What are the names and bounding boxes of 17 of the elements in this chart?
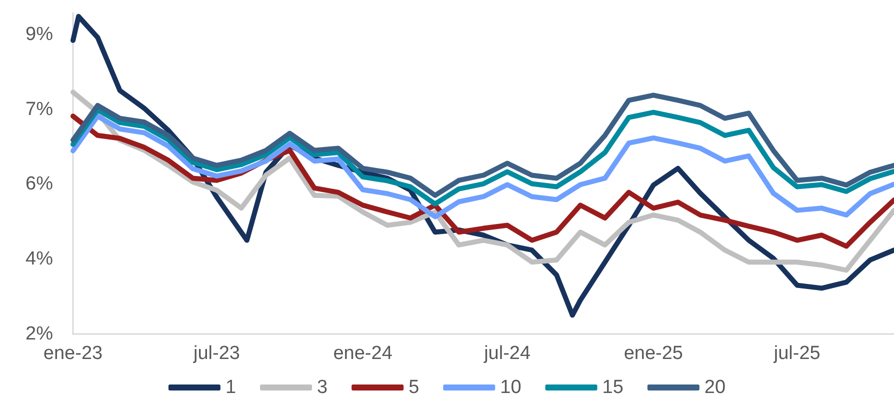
y-tick-label: 7% bbox=[26, 98, 54, 120]
legend-label: 3 bbox=[317, 377, 328, 398]
x-tick-label: ene-24 bbox=[333, 343, 393, 364]
legend-label: 10 bbox=[500, 377, 522, 398]
legend-label: 15 bbox=[602, 377, 624, 398]
x-tick-label: jul-23 bbox=[192, 343, 240, 364]
x-tick-label: ene-25 bbox=[624, 343, 684, 364]
x-tick-label: jul-25 bbox=[772, 343, 820, 364]
y-tick-label: 6% bbox=[26, 174, 54, 195]
y-tick-label: 4% bbox=[26, 248, 54, 270]
y-tick-label: 2% bbox=[26, 324, 54, 344]
legend-label: 1 bbox=[225, 377, 236, 398]
x-tick-label: ene-23 bbox=[43, 343, 103, 364]
x-tick-label: jul-24 bbox=[483, 343, 531, 364]
y-tick-label: 9% bbox=[26, 24, 54, 45]
legend-label: 5 bbox=[408, 377, 420, 398]
legend-label: 20 bbox=[704, 377, 726, 398]
